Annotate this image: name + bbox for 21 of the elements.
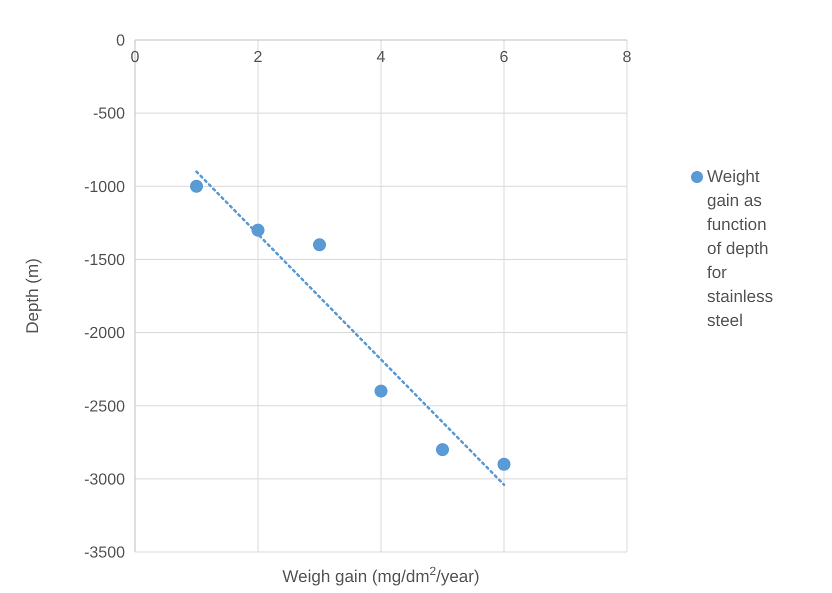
y-tick-label: -2500 xyxy=(84,398,126,416)
y-tick-label: -1500 xyxy=(84,252,126,270)
point xyxy=(190,180,203,193)
x-tick-label: 2 xyxy=(254,49,263,66)
x-tick-label: 8 xyxy=(622,49,632,66)
point xyxy=(313,238,326,252)
y-tick-label: -2000 xyxy=(84,325,126,342)
x-axis-title: Weigh gain (mg/dm$^{2}$/year) xyxy=(282,564,480,586)
x-tick-label: 0 xyxy=(130,49,140,66)
legend-label: Weight gain as function of depth for stainless steel xyxy=(707,167,774,330)
y-axis-title: Depth (m) xyxy=(23,258,42,334)
y-tick-label: -3000 xyxy=(84,471,126,488)
point xyxy=(436,443,449,456)
point xyxy=(498,458,510,471)
y-tick-label: -1000 xyxy=(84,178,126,196)
point xyxy=(374,384,388,398)
y-tick-label: 0 xyxy=(116,32,126,50)
y-tick-label: -3500 xyxy=(84,544,126,562)
x-tick-label: 6 xyxy=(500,49,509,66)
x-tick-label: 4 xyxy=(376,49,386,66)
y-tick-label: -500 xyxy=(92,106,126,123)
